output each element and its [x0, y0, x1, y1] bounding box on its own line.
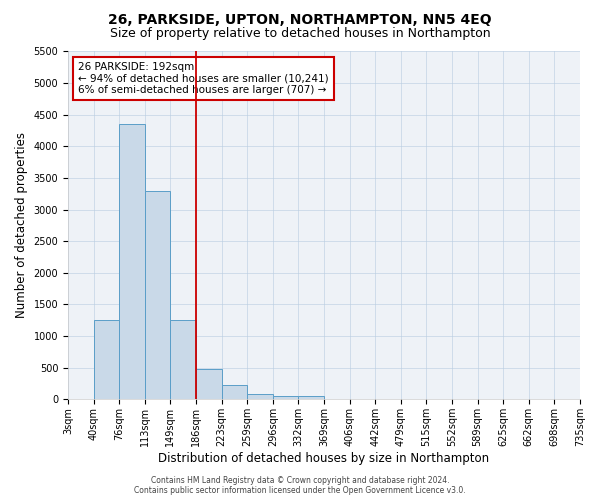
Bar — [247, 394, 273, 400]
Text: Size of property relative to detached houses in Northampton: Size of property relative to detached ho… — [110, 28, 490, 40]
Bar — [170, 320, 196, 400]
Text: 26, PARKSIDE, UPTON, NORTHAMPTON, NN5 4EQ: 26, PARKSIDE, UPTON, NORTHAMPTON, NN5 4E… — [108, 12, 492, 26]
Bar — [221, 386, 247, 400]
Bar — [119, 124, 145, 400]
Y-axis label: Number of detached properties: Number of detached properties — [15, 132, 28, 318]
Text: 26 PARKSIDE: 192sqm
← 94% of detached houses are smaller (10,241)
6% of semi-det: 26 PARKSIDE: 192sqm ← 94% of detached ho… — [78, 62, 329, 95]
Text: Contains HM Land Registry data © Crown copyright and database right 2024.
Contai: Contains HM Land Registry data © Crown c… — [134, 476, 466, 495]
Bar — [273, 396, 298, 400]
Bar — [196, 369, 221, 400]
Bar — [298, 396, 324, 400]
Bar — [94, 320, 119, 400]
X-axis label: Distribution of detached houses by size in Northampton: Distribution of detached houses by size … — [158, 452, 490, 465]
Bar — [145, 190, 170, 400]
